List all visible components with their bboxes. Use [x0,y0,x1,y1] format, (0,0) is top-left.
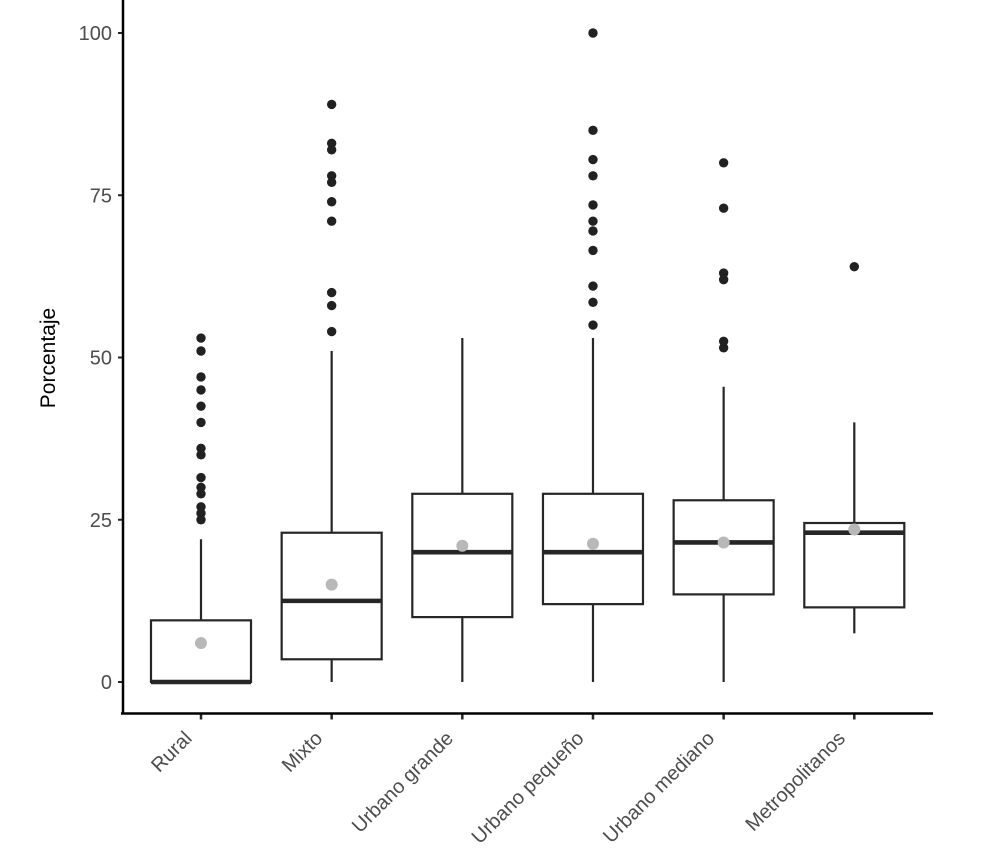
outlier-point [196,443,206,454]
outlier-point [588,226,598,236]
outlier-point [196,489,206,499]
outlier-point [196,502,206,512]
outlier-point [326,216,337,226]
boxplot-group-rural: Rural [147,333,253,777]
iqr-box [411,492,514,619]
outlier-point [718,268,729,278]
mean-point [717,536,730,549]
outlier-point [326,99,337,110]
outlier-point [326,197,337,207]
outlier-point [196,401,206,411]
outlier-point [588,28,598,38]
mean-point [325,578,338,591]
outlier-point [588,281,598,291]
outlier-point [326,138,337,149]
mean-point [456,539,469,552]
mean-point [586,537,599,550]
outlier-point [588,297,598,308]
outlier-point [588,171,598,181]
outlier-point [588,154,598,165]
outlier-point [196,385,206,395]
outlier-point [718,343,729,353]
iqr-box [149,619,253,684]
outlier-point [588,125,598,136]
outlier-point [588,216,598,226]
outlier-point [196,450,206,460]
outlier-point [326,177,337,187]
outlier-point [588,320,598,330]
outlier-point [588,245,598,256]
outlier-point [588,200,598,210]
outlier-point [196,508,206,518]
y-tick-label: 25 [90,510,112,532]
outlier-point [718,158,729,168]
outlier-point [196,472,206,483]
y-tick-label: 75 [90,185,112,207]
mean-point [195,637,207,650]
outlier-point [196,346,206,356]
iqr-box [672,499,775,596]
outlier-point [196,482,206,492]
outlier-point [196,417,206,428]
mean-point [848,523,861,536]
y-tick-label: 100 [79,23,112,45]
boxplot-group-mixto: Mixto [278,99,383,777]
outlier-point [849,261,859,272]
outlier-point [196,515,206,525]
y-tick-label: 50 [90,348,112,370]
outlier-point [326,171,337,181]
outlier-point [326,145,337,155]
outlier-point [196,333,206,343]
iqr-box [280,531,383,661]
outlier-point [718,203,729,213]
outlier-point [326,326,337,337]
iqr-box [803,521,906,609]
outlier-point [196,372,206,382]
outlier-point [718,336,729,346]
outlier-point [326,287,337,298]
outlier-point [718,274,729,285]
y-axis-title: Porcentaje [37,308,60,408]
y-tick-label: 0 [101,672,112,694]
outlier-point [326,300,337,311]
